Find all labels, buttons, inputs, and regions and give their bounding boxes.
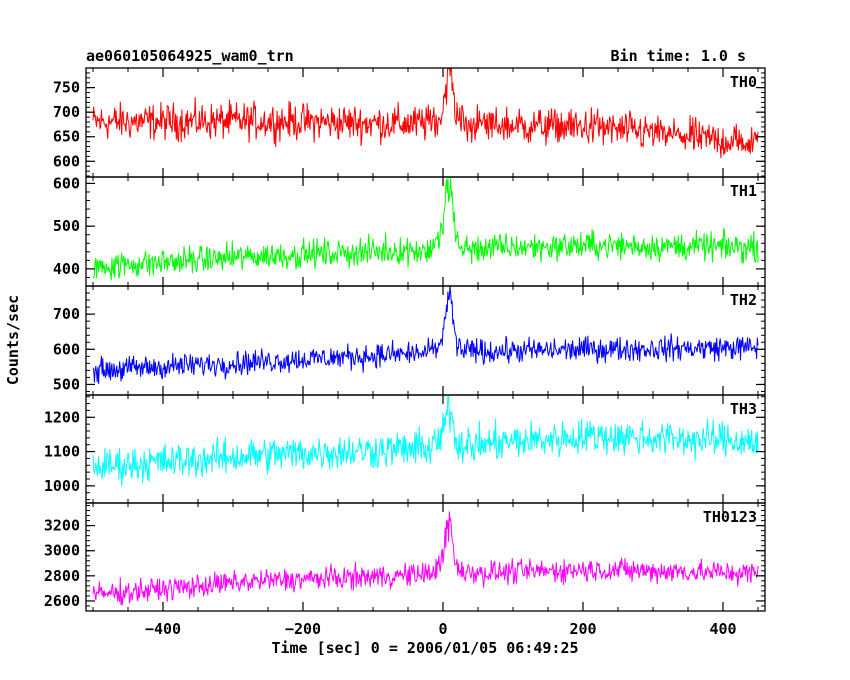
panel-frame	[85, 176, 766, 287]
panel-frame	[85, 285, 766, 396]
x-tick-label: −400	[145, 620, 181, 638]
panels: 600 650 700 750 TH0 400 500 600 TH1 500 600 700 TH2 1…	[44, 67, 766, 638]
series-label-th1: TH1	[730, 182, 757, 200]
y-tick-label: 400	[53, 260, 80, 278]
y-tick-label: 700	[53, 103, 80, 121]
series-line-th2	[92, 286, 759, 384]
panel-frame	[85, 502, 766, 612]
y-tick-label: 2600	[44, 592, 80, 610]
y-tick-label: 3000	[44, 542, 80, 560]
series-line-th1	[92, 177, 759, 281]
y-tick-label: 750	[53, 79, 80, 97]
x-tick-label: 200	[569, 620, 596, 638]
y-tick-label: 500	[53, 217, 80, 235]
y-tick-label: 600	[53, 340, 80, 358]
y-axis-label: Counts/sec	[4, 295, 22, 385]
y-tick-label: 1000	[44, 477, 80, 495]
y-tick-label: 500	[53, 375, 80, 393]
series-label-th3: TH3	[730, 400, 757, 418]
x-tick-label: 400	[709, 620, 736, 638]
y-tick-label: 1200	[44, 408, 80, 426]
panel-th2: 500 600 700 TH2	[53, 285, 766, 396]
bin-time-label: Bin time: 1.0 s	[611, 47, 746, 65]
y-tick-label: 2800	[44, 567, 80, 585]
series-line-th0123	[92, 511, 759, 606]
series-label-th2: TH2	[730, 291, 757, 309]
y-tick-label: 1100	[44, 443, 80, 461]
figure-title: ae060105064925_wam0_trn	[86, 47, 294, 65]
y-tick-label: 600	[53, 174, 80, 192]
x-axis-label: Time [sec] 0 = 2006/01/05 06:49:25	[271, 639, 578, 657]
series-line-th0	[92, 68, 759, 159]
y-tick-label: 3200	[44, 517, 80, 535]
x-tick-label: 0	[438, 620, 447, 638]
panel-th3: 1000 1100 1200 TH3	[44, 394, 766, 504]
series-label-th0123: TH0123	[703, 508, 757, 526]
y-tick-label: 600	[53, 152, 80, 170]
y-tick-label: 650	[53, 128, 80, 146]
panel-th1: 400 500 600 TH1	[53, 174, 766, 287]
series-line-th3	[92, 395, 759, 487]
x-tick-label: −200	[285, 620, 321, 638]
panel-th0: 600 650 700 750 TH0	[53, 67, 766, 178]
series-label-th0: TH0	[730, 73, 757, 91]
panel-th0123: 2600 2800 3000 3200 TH0123 −400 −200 0 200 400	[44, 502, 766, 638]
y-tick-label: 700	[53, 305, 80, 323]
